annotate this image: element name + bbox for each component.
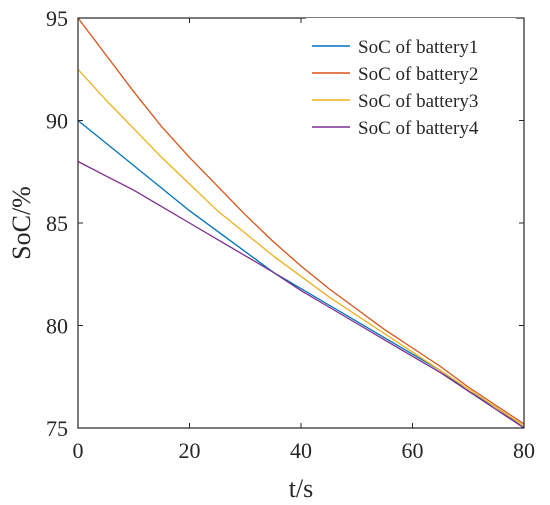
series-layer bbox=[77, 17, 525, 429]
x-tick-label: 0 bbox=[73, 438, 84, 463]
y-tick-label: 80 bbox=[46, 314, 68, 339]
legend-label-battery2: SoC of battery2 bbox=[358, 64, 478, 85]
series-line-battery4 bbox=[77, 160, 525, 429]
x-tick-label: 80 bbox=[513, 438, 535, 463]
y-tick-label: 90 bbox=[46, 109, 68, 134]
x-tick-label: 40 bbox=[290, 438, 312, 463]
x-axis-title: t/s bbox=[289, 474, 314, 503]
y-tick-label: 75 bbox=[46, 416, 68, 441]
x-tick-label: 20 bbox=[179, 438, 201, 463]
y-tick-label: 95 bbox=[46, 6, 68, 31]
ticks-layer: 0 20 40 60 80 75 80 85 90 95 bbox=[46, 6, 535, 463]
legend: SoC of battery1 SoC of battery2 SoC of bat… bbox=[306, 18, 516, 139]
legend-label-battery4: SoC of battery4 bbox=[358, 118, 479, 139]
x-tick-label: 60 bbox=[402, 438, 424, 463]
y-tick-label: 85 bbox=[46, 211, 68, 236]
legend-box bbox=[306, 18, 516, 130]
series-line-battery2 bbox=[77, 17, 525, 425]
y-axis-title: SoC/% bbox=[7, 186, 36, 260]
legend-label-battery1: SoC of battery1 bbox=[358, 37, 478, 58]
series-line-battery3 bbox=[77, 68, 525, 427]
legend-label-battery3: SoC of battery3 bbox=[358, 91, 478, 112]
